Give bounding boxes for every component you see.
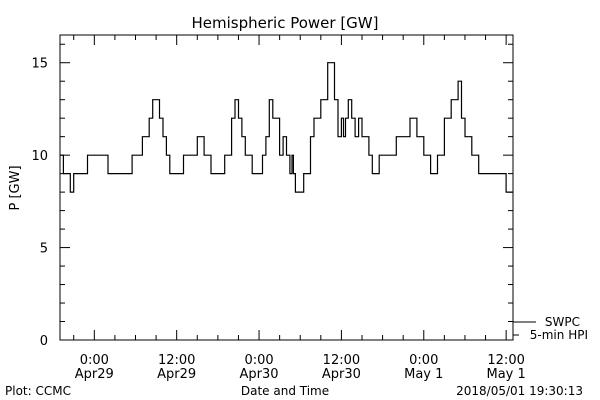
plot-frame [59, 34, 514, 341]
x-tick-label-time: 12:00 [487, 353, 524, 368]
x-tick-label-date: Apr29 [75, 367, 114, 382]
legend-label-hpi: 5-min HPI [530, 328, 588, 342]
x-tick-label-time: 0:00 [409, 353, 438, 368]
y-tick-label: 0 [40, 334, 48, 349]
x-tick-label-time: 0:00 [244, 353, 273, 368]
legend: SWPC 5-min HPI [513, 315, 588, 342]
y-axis-label: P [GW] [8, 165, 23, 210]
x-tick-label-time: 12:00 [158, 353, 195, 368]
x-tick-label-date: Apr29 [157, 367, 196, 382]
x-tick-label-time: 12:00 [323, 353, 360, 368]
x-tick-label-date: Apr30 [322, 367, 361, 382]
axis-ticks [60, 35, 513, 341]
y-tick-label: 15 [31, 57, 48, 72]
x-tick-label-time: 0:00 [80, 353, 109, 368]
y-tick-label: 10 [31, 149, 48, 164]
chart-title: Hemispheric Power [GW] [192, 14, 379, 32]
x-tick-label-date: Apr30 [240, 367, 279, 382]
x-tick-labels: 0:00Apr2912:00Apr290:00Apr3012:00Apr300:… [75, 353, 526, 382]
y-tick-labels: 0 5 10 15 [31, 57, 48, 349]
footer-right: 2018/05/01 19:30:13 [456, 384, 583, 398]
footer-center: Date and Time [241, 384, 329, 398]
x-tick-label-date: May 1 [404, 367, 443, 382]
footer-left: Plot: CCMC [5, 384, 71, 398]
x-tick-label-date: May 1 [486, 367, 525, 382]
legend-label-swpc: SWPC [545, 315, 580, 329]
y-tick-label: 5 [40, 242, 48, 257]
series-line-swpc [60, 62, 513, 193]
